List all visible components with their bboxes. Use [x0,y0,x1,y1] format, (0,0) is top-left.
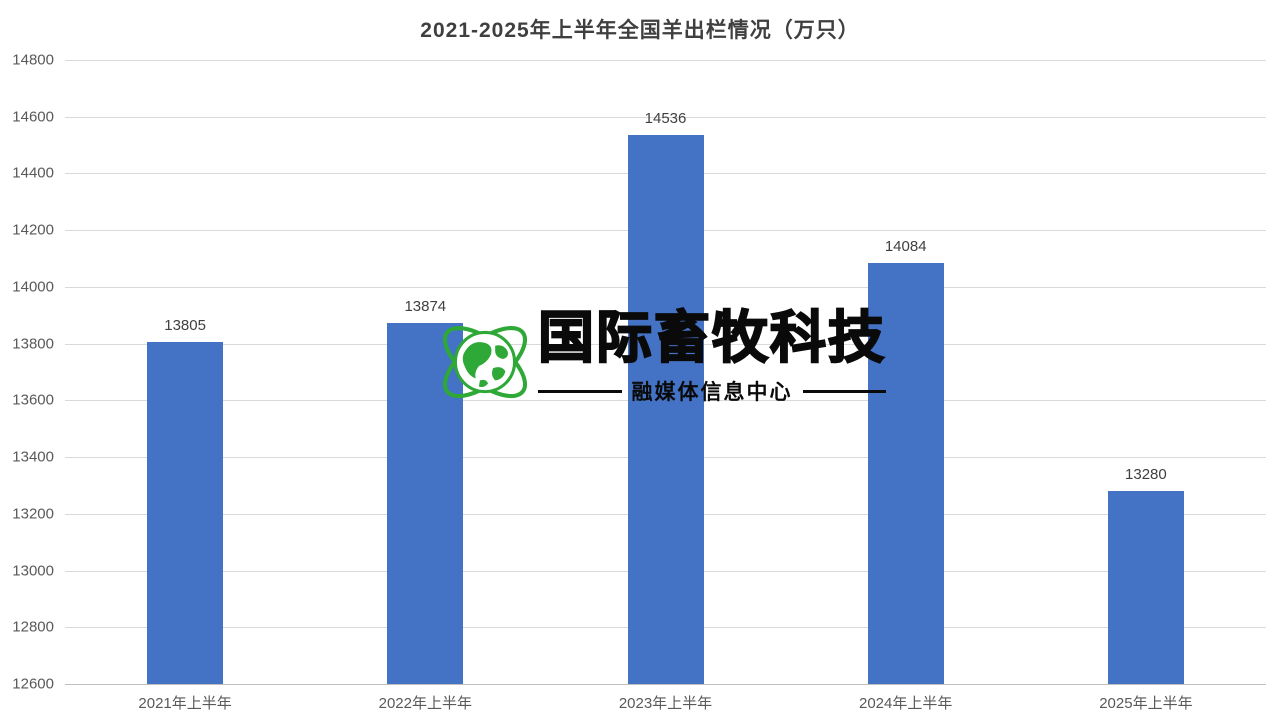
gridline [65,60,1266,61]
bar-value-label: 13805 [164,317,206,335]
bar-value-label: 13280 [1125,466,1167,484]
x-category-label: 2023年上半年 [618,695,713,712]
y-tick-label: 12800 [12,618,54,636]
y-tick-label: 14600 [12,108,54,126]
watermark-rule-right [802,389,886,393]
watermark-brand: 国际畜牧科技 [537,306,886,369]
bar-value-label: 14084 [884,238,927,256]
globe-orbit-icon [442,325,528,399]
y-tick-label: 14200 [12,221,54,239]
watermark: 国际畜牧科技 融媒体信息中心 [434,306,886,412]
y-tick-label: 13200 [12,505,54,523]
y-tick-label: 13800 [12,335,54,353]
bar-value-label: 13874 [404,297,447,315]
x-category-label: 2022年上半年 [378,695,472,712]
x-category-label: 2025年上半年 [1099,695,1193,712]
bar [867,263,944,684]
y-tick-label: 14800 [12,51,54,69]
y-tick-label: 13400 [12,448,54,466]
bar-value-label: 14536 [644,109,687,127]
bar [147,342,224,684]
gridline [65,116,1266,118]
bar [627,134,704,684]
x-axis-line [65,684,1266,685]
x-category-label: 2024年上半年 [859,695,953,712]
y-tick-label: 12600 [12,675,54,693]
bar [1107,491,1184,684]
y-tick-label: 14400 [12,164,54,182]
y-tick-label: 14000 [12,278,54,296]
watermark-text-block: 国际畜牧科技 融媒体信息中心 [537,306,886,406]
watermark-rule-left [538,389,622,393]
bar [387,322,464,684]
watermark-sub: 融媒体信息中心 [631,381,793,404]
x-category-label: 2021年上半年 [138,695,232,712]
y-tick-label: 13000 [12,562,54,580]
chart-title: 2021-2025年上半年全国羊出栏情况（万只） [420,19,860,42]
watermark-subrow: 融媒体信息中心 [538,376,886,406]
y-tick-label: 13600 [12,391,54,409]
